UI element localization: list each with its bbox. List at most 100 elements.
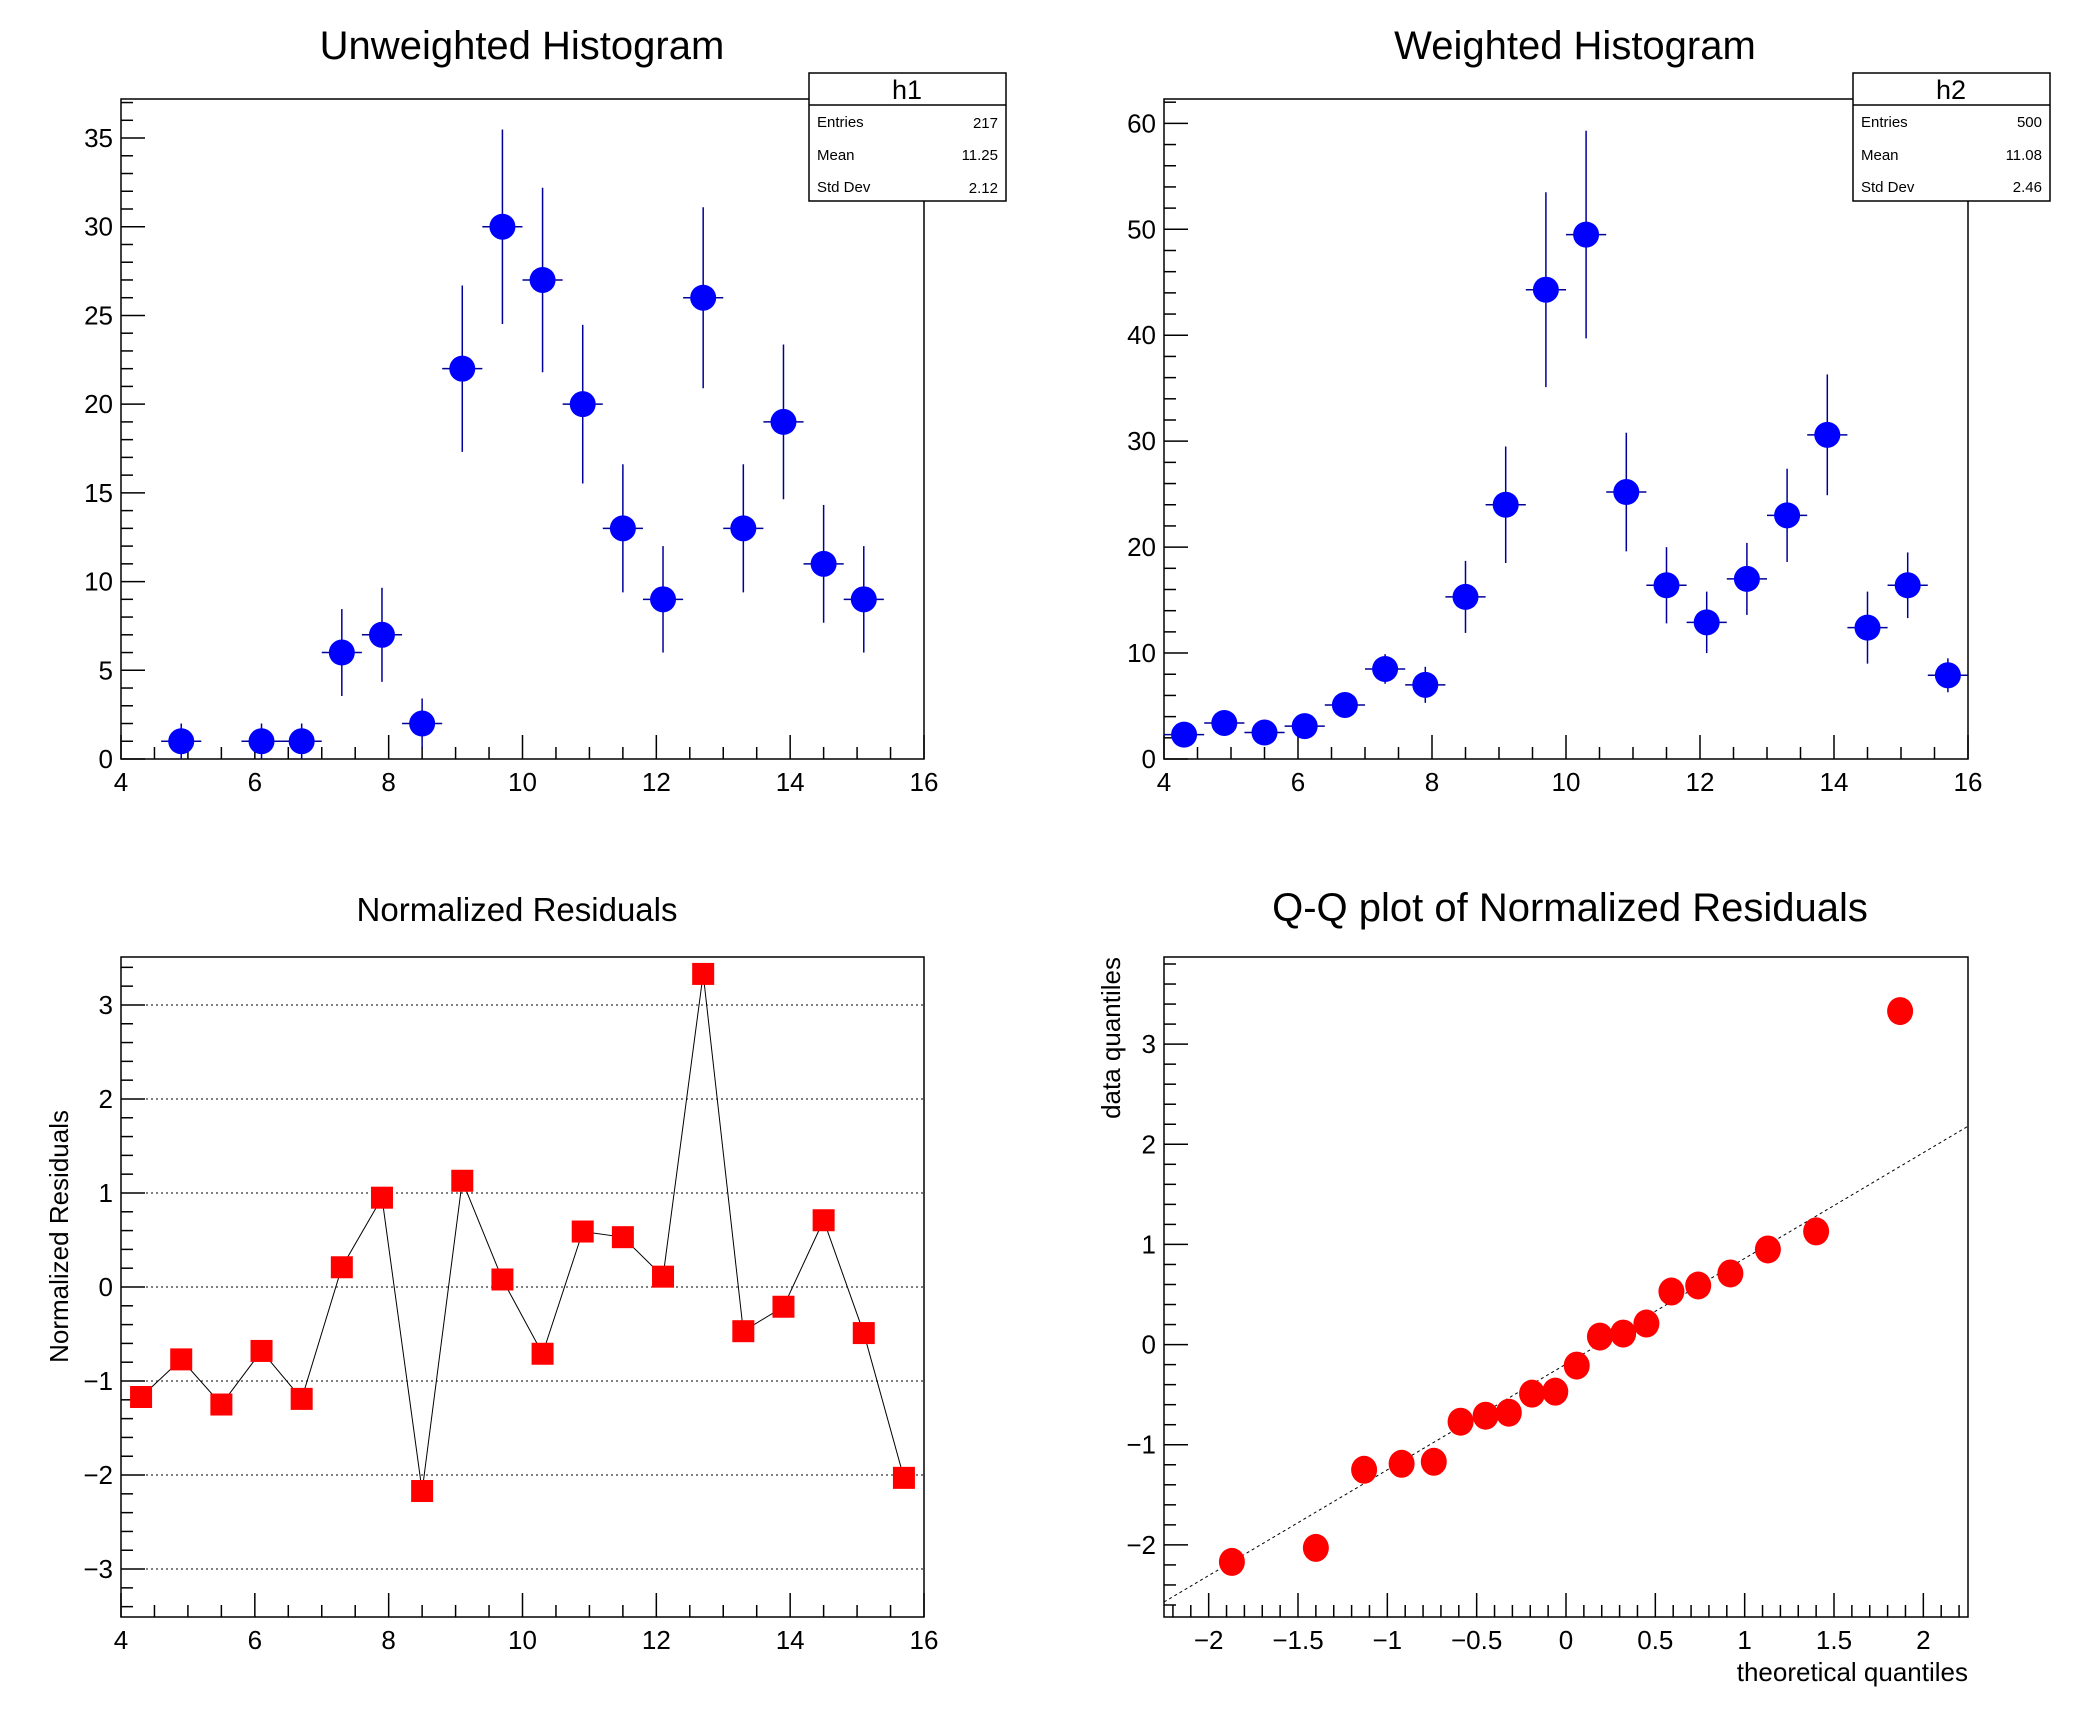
chart-title: Normalized Residuals [357,891,678,928]
data-point [328,639,355,666]
data-point [451,1169,474,1192]
stats-value: 11.25 [962,147,998,164]
data-point [1573,221,1600,248]
y-tick-label: 3 [1142,1029,1156,1059]
stats-label: Mean [1861,147,1899,164]
plot-frame [120,98,925,760]
y-tick-label: 15 [84,478,113,508]
panel-weighted-histogram: Weighted Histogram 0 10 20 30 40 50 60 4 6 8 10 12 1… [1127,24,2051,797]
x-tick-label: 4 [114,1625,128,1655]
data-point [248,728,275,755]
data-point [770,408,797,435]
x-axis-title: theoretical quantiles [1737,1657,1968,1687]
stats-box: h1 Entries 217 Mean 11.25 Std Dev 2.12 [808,72,1007,202]
x-tick-label: −1.5 [1272,1625,1323,1655]
data-point [409,710,436,737]
plot-frame [1163,956,1969,1618]
x-tick-label: 8 [381,767,395,797]
y-tick-label: 50 [1127,214,1156,244]
stats-name: h1 [892,75,922,105]
data-point [1492,491,1519,518]
data-point [1633,1309,1660,1338]
data-point [1388,1449,1415,1478]
y-axis-title: data quantiles [1096,957,1126,1119]
panel-qq-plot: Q-Q plot of Normalized Residuals data qu… [1096,886,1969,1687]
stats-value: 11.08 [2006,147,2042,164]
x-tick-label: 12 [642,767,671,797]
data-point [370,1186,393,1209]
data-point [1717,1259,1744,1288]
data-point [1447,1407,1474,1436]
data-point [1420,1447,1447,1476]
data-point [609,515,636,542]
x-tick-label: 16 [910,767,939,797]
panel-normalized-residuals: Normalized Residuals Normalized Residual… [44,891,938,1655]
data-point [1887,997,1914,1026]
stats-value: 217 [973,115,998,132]
y-tick-label: −1 [1126,1430,1156,1460]
y-tick-label: 0 [1142,1330,1156,1360]
x-tick-label: −1 [1373,1625,1403,1655]
y-tick-label: 35 [84,123,113,153]
data-point [1302,1533,1329,1562]
y-tick-label: −2 [83,1460,113,1490]
data-point [250,1339,273,1362]
x-tick-label: 16 [910,1625,939,1655]
x-tick-label: 16 [1954,767,1983,797]
data-point [1693,609,1720,636]
y-tick-label: −1 [83,1366,113,1396]
data-point [1452,583,1479,610]
stats-name: h2 [1936,75,1966,105]
x-tick-label: 0 [1559,1625,1573,1655]
data-point [130,1386,153,1408]
data-point [569,391,596,418]
data-point [411,1480,434,1503]
stats-box: h2 Entries 500 Mean 11.08 Std Dev 2.46 [1852,72,2051,202]
data-point [1894,572,1921,599]
y-tick-label: 5 [99,655,113,685]
y-tick-label: 10 [1127,638,1156,668]
data-point [1412,671,1439,698]
data-point [330,1256,353,1279]
chart-title: Q-Q plot of Normalized Residuals [1272,886,1868,930]
data-point [170,1348,193,1371]
stats-label: Entries [817,114,864,131]
y-tick-label: 0 [1142,744,1156,774]
data-point [1251,719,1278,746]
data-point [489,213,516,240]
data-point [732,1320,755,1343]
data-point [1733,565,1760,592]
data-point [1685,1271,1712,1300]
data-point [652,1265,675,1288]
data-point [730,515,757,542]
x-tick-label: −2 [1194,1625,1224,1655]
data-point [1495,1398,1522,1427]
data-point [1934,662,1961,689]
data-point [1854,614,1881,641]
data-point [1803,1217,1830,1246]
data-point [1532,276,1559,303]
data-point [571,1220,594,1243]
data-point [1586,1322,1613,1351]
y-tick-label: 1 [1142,1229,1156,1259]
stats-label: Std Dev [817,179,871,196]
stats-box-frame [808,72,1007,202]
y-tick-label: 1 [99,1178,113,1208]
y-tick-label: −3 [83,1554,113,1584]
data-point [812,1209,835,1232]
data-point [772,1295,795,1318]
y-tick-label: 30 [1127,426,1156,456]
data-point [1331,691,1358,718]
stats-label: Mean [817,147,855,164]
x-tick-label: 4 [1157,767,1171,797]
y-tick-label: 20 [84,389,113,419]
data-point [529,266,556,293]
stats-box-frame [1852,72,2051,202]
stats-value: 500 [2017,114,2042,131]
data-point [892,1466,915,1489]
y-tick-label: −2 [1126,1530,1156,1560]
chart-title: Weighted Histogram [1394,24,1756,68]
data-point [611,1226,634,1249]
x-tick-label: 8 [1425,767,1439,797]
